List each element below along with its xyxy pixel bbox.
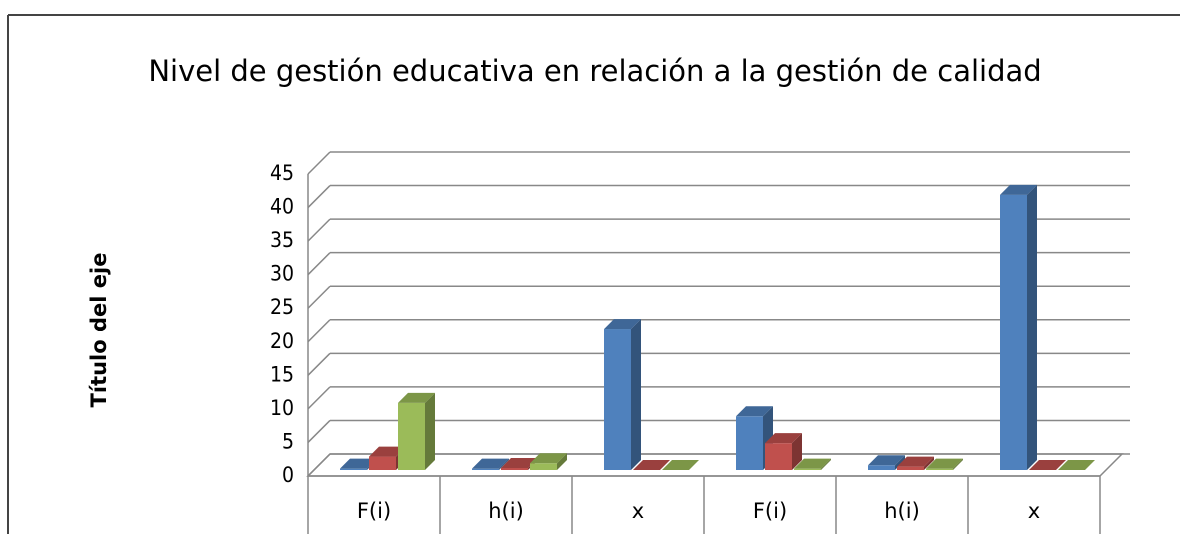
bar-top bbox=[897, 456, 934, 467]
bar-side bbox=[1027, 184, 1037, 470]
bar-front bbox=[765, 443, 792, 470]
y-tick-label: 20 bbox=[270, 329, 294, 353]
x-tick-label: F(i) bbox=[753, 499, 787, 523]
x-tick-label: x bbox=[1028, 499, 1040, 523]
bar-top bbox=[633, 460, 670, 470]
x-tick-label: h(i) bbox=[884, 499, 920, 523]
bar bbox=[398, 392, 435, 470]
bar-top bbox=[340, 458, 377, 469]
bar-side bbox=[821, 458, 831, 470]
bar bbox=[926, 458, 963, 470]
bar bbox=[897, 456, 934, 470]
x-tick-label: x bbox=[632, 499, 644, 523]
bar-front bbox=[897, 466, 924, 470]
y-tick-label: 30 bbox=[270, 262, 294, 286]
grid-line-side bbox=[307, 252, 331, 276]
bar-top bbox=[1058, 460, 1095, 470]
y-tick-label: 35 bbox=[270, 228, 294, 252]
y-axis-title: Título del eje bbox=[87, 253, 111, 408]
bar-top bbox=[765, 433, 802, 444]
y-tick-label: 10 bbox=[270, 396, 294, 420]
bar-top bbox=[1000, 184, 1037, 195]
y-tick-label: 15 bbox=[270, 362, 294, 386]
bar-side bbox=[631, 319, 641, 470]
bar-front bbox=[369, 456, 396, 470]
bar-top bbox=[926, 458, 963, 469]
bar-front bbox=[926, 468, 953, 470]
grid-line-side bbox=[307, 352, 331, 376]
bar-side bbox=[953, 458, 963, 470]
bar-front bbox=[604, 329, 631, 470]
y-tick-label: 25 bbox=[270, 295, 294, 319]
bar-front bbox=[1000, 194, 1027, 470]
grid-line-side bbox=[307, 386, 331, 410]
x-tick-label: h(i) bbox=[488, 499, 524, 523]
bar-front bbox=[530, 463, 557, 470]
grid-line-side bbox=[307, 419, 331, 443]
bar-side bbox=[792, 433, 802, 470]
bar-front bbox=[736, 416, 763, 470]
bar bbox=[736, 406, 773, 470]
bar-top bbox=[604, 319, 641, 330]
grid-line-side bbox=[307, 151, 331, 175]
bar-front bbox=[398, 402, 425, 470]
bar bbox=[765, 433, 802, 470]
y-tick-label: 40 bbox=[270, 195, 294, 219]
bar bbox=[1029, 460, 1066, 470]
bar bbox=[794, 458, 831, 470]
bar-front bbox=[501, 467, 528, 470]
bar-top bbox=[794, 458, 831, 469]
bar bbox=[472, 458, 509, 470]
bar-top bbox=[472, 458, 509, 469]
bar-top bbox=[369, 446, 406, 457]
bar bbox=[633, 460, 670, 470]
bar-front bbox=[340, 468, 367, 470]
bar-front bbox=[794, 468, 821, 470]
grid-line-side bbox=[307, 285, 331, 309]
bar-side bbox=[499, 458, 509, 470]
bar-front bbox=[472, 468, 499, 470]
bar-top bbox=[530, 453, 567, 464]
bar-top bbox=[868, 455, 905, 466]
bar bbox=[1000, 184, 1037, 470]
grid-line-side bbox=[307, 453, 331, 477]
bar-side bbox=[425, 392, 435, 470]
bar-top bbox=[662, 460, 699, 470]
bar bbox=[530, 453, 567, 470]
bar-top bbox=[1029, 460, 1066, 470]
y-tick-label: 0 bbox=[282, 463, 294, 487]
bar-front bbox=[868, 465, 895, 470]
bar bbox=[1058, 460, 1095, 470]
bar-side bbox=[557, 453, 567, 470]
bar-top bbox=[398, 392, 435, 403]
bar-side bbox=[924, 456, 934, 470]
bar-top bbox=[501, 457, 538, 468]
y-tick-label: 45 bbox=[270, 161, 294, 185]
bar bbox=[662, 460, 699, 470]
x-tick-label: F(i) bbox=[357, 499, 391, 523]
bar bbox=[604, 319, 641, 470]
bar-top bbox=[736, 406, 773, 417]
grid-line-side bbox=[307, 218, 331, 242]
y-tick-label: 5 bbox=[282, 429, 294, 453]
chart-title: Nivel de gestión educativa en relación a… bbox=[148, 54, 1041, 88]
grid-line-side bbox=[307, 319, 331, 343]
grid-line-side bbox=[307, 185, 331, 209]
